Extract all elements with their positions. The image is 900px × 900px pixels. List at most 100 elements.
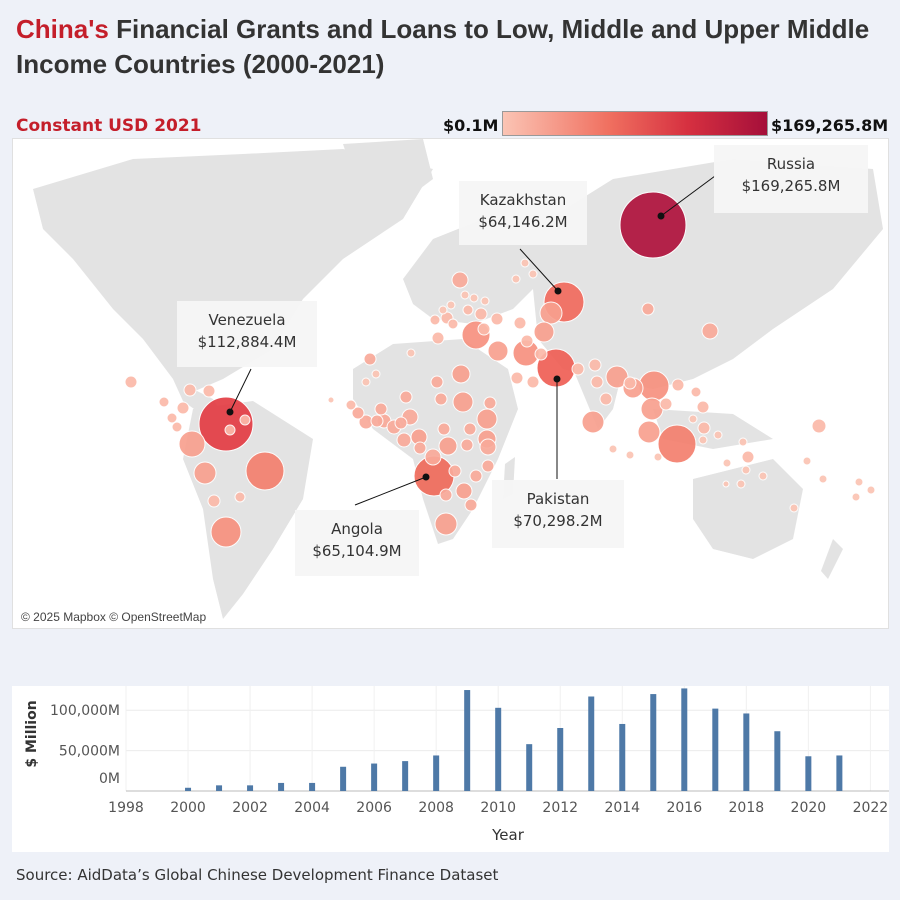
country-bubble[interactable] <box>811 418 827 434</box>
bar-2013[interactable] <box>588 696 595 792</box>
country-bubble[interactable] <box>462 304 474 316</box>
country-bubble[interactable] <box>193 461 217 485</box>
country-bubble[interactable] <box>469 293 479 303</box>
country-bubble[interactable] <box>802 456 812 466</box>
country-bubble[interactable] <box>438 305 448 315</box>
country-bubble[interactable] <box>451 271 469 289</box>
country-bubble[interactable] <box>697 421 711 435</box>
country-bubble[interactable] <box>448 464 462 478</box>
country-bubble[interactable] <box>608 444 618 454</box>
country-bubble[interactable] <box>455 482 473 500</box>
bar-2002[interactable] <box>247 785 254 791</box>
country-bubble[interactable] <box>171 421 183 433</box>
country-bubble[interactable] <box>526 375 540 389</box>
bar-2020[interactable] <box>805 756 812 791</box>
map-attribution[interactable]: © 2025 Mapbox © OpenStreetMap <box>21 610 207 624</box>
country-bubble[interactable] <box>625 450 635 460</box>
bar-2007[interactable] <box>402 761 409 791</box>
country-bubble[interactable] <box>741 450 755 464</box>
country-bubble[interactable] <box>460 290 470 300</box>
country-bubble[interactable] <box>474 307 488 321</box>
country-bubble[interactable] <box>210 516 242 548</box>
country-bubble[interactable] <box>851 492 861 502</box>
country-bubble[interactable] <box>399 390 413 404</box>
country-bubble[interactable] <box>637 420 661 444</box>
country-bubble[interactable] <box>659 397 673 411</box>
country-bubble[interactable] <box>513 316 527 330</box>
country-bubble[interactable] <box>713 430 723 440</box>
country-bubble[interactable] <box>722 480 730 488</box>
country-bubble[interactable] <box>363 352 377 366</box>
country-bubble[interactable] <box>463 422 477 436</box>
country-bubble[interactable] <box>198 396 254 452</box>
country-bubble[interactable] <box>224 424 236 436</box>
bar-2010[interactable] <box>495 707 502 791</box>
country-bubble[interactable] <box>722 458 732 468</box>
country-bubble[interactable] <box>539 301 563 325</box>
country-bubble[interactable] <box>452 391 474 413</box>
bar-2015[interactable] <box>650 694 657 791</box>
country-bubble[interactable] <box>511 274 521 284</box>
country-bubble[interactable] <box>698 435 708 445</box>
country-bubble[interactable] <box>327 396 335 404</box>
country-bubble[interactable] <box>434 512 458 536</box>
country-bubble[interactable] <box>480 296 490 306</box>
country-bubble[interactable] <box>176 401 190 415</box>
country-bubble[interactable] <box>619 191 687 259</box>
country-bubble[interactable] <box>396 432 412 448</box>
bar-2004[interactable] <box>309 782 316 791</box>
country-bubble[interactable] <box>528 269 538 279</box>
country-bubble[interactable] <box>245 451 285 491</box>
world-map[interactable]: Russia $169,265.8M Kazakhstan $64,146.2M… <box>12 138 889 629</box>
country-bubble[interactable] <box>361 377 371 387</box>
country-bubble[interactable] <box>638 370 670 402</box>
country-bubble[interactable] <box>854 477 864 487</box>
country-bubble[interactable] <box>599 392 613 406</box>
country-bubble[interactable] <box>510 371 524 385</box>
country-bubble[interactable] <box>490 312 504 326</box>
country-bubble[interactable] <box>688 414 698 424</box>
bar-2003[interactable] <box>278 782 285 791</box>
country-bubble[interactable] <box>479 438 497 456</box>
country-bubble[interactable] <box>533 321 555 343</box>
country-bubble[interactable] <box>476 408 498 430</box>
bar-2006[interactable] <box>371 763 378 791</box>
country-bubble[interactable] <box>124 375 138 389</box>
country-bubble[interactable] <box>451 364 471 384</box>
country-bubble[interactable] <box>438 436 458 456</box>
country-bubble[interactable] <box>394 416 408 430</box>
country-bubble[interactable] <box>374 402 388 416</box>
country-bubble[interactable] <box>671 378 685 392</box>
country-bubble[interactable] <box>477 322 491 336</box>
country-bubble[interactable] <box>520 334 534 348</box>
country-bubble[interactable] <box>202 384 216 398</box>
country-bubble[interactable] <box>789 503 799 513</box>
country-bubble[interactable] <box>406 348 416 358</box>
country-bubble[interactable] <box>657 424 697 464</box>
country-bubble[interactable] <box>370 414 384 428</box>
country-bubble[interactable] <box>431 331 445 345</box>
country-bubble[interactable] <box>424 448 442 466</box>
country-bubble[interactable] <box>429 314 441 326</box>
country-bubble[interactable] <box>736 479 746 489</box>
country-bubble[interactable] <box>534 347 548 361</box>
country-bubble[interactable] <box>487 340 509 362</box>
country-bubble[interactable] <box>520 258 530 268</box>
country-bubble[interactable] <box>469 469 483 483</box>
country-bubble[interactable] <box>571 362 585 376</box>
bar-2021[interactable] <box>836 755 843 791</box>
country-bubble[interactable] <box>696 400 710 414</box>
country-bubble[interactable] <box>447 318 459 330</box>
bar-2017[interactable] <box>712 708 719 791</box>
bar-2019[interactable] <box>774 731 781 791</box>
country-bubble[interactable] <box>439 488 453 502</box>
country-bubble[interactable] <box>623 376 637 390</box>
country-bubble[interactable] <box>351 406 365 420</box>
country-bubble[interactable] <box>178 430 206 458</box>
country-bubble[interactable] <box>234 491 246 503</box>
country-bubble[interactable] <box>641 302 655 316</box>
country-bubble[interactable] <box>866 485 876 495</box>
country-bubble[interactable] <box>464 498 478 512</box>
country-bubble[interactable] <box>437 422 451 436</box>
country-bubble[interactable] <box>701 322 719 340</box>
